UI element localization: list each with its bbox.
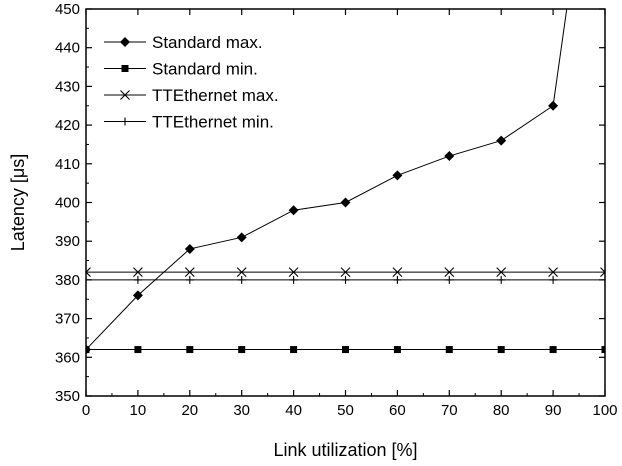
x-tick-label: 70 — [441, 402, 458, 419]
x-tick-label: 90 — [545, 402, 562, 419]
y-tick-label: 360 — [55, 349, 80, 366]
legend-marker — [121, 117, 129, 126]
x-tick-label: 0 — [82, 402, 90, 419]
data-point — [288, 205, 299, 216]
data-point — [340, 267, 351, 278]
legend-marker — [120, 90, 130, 100]
data-point — [184, 267, 195, 278]
data-point — [86, 267, 91, 278]
data-point — [288, 267, 299, 278]
legend-marker — [121, 65, 129, 72]
ticks-layer: 0 10 20 30 40 50 60 70 80 90 100 350 360 370 380 390 400… — [55, 1, 618, 419]
data-point — [237, 275, 246, 284]
data-point — [392, 170, 403, 181]
data-point — [496, 135, 507, 146]
x-tick-label: 40 — [285, 402, 302, 419]
data-point — [340, 197, 351, 208]
x-tick-label: 20 — [181, 402, 198, 419]
x-tick-label: 100 — [592, 402, 617, 419]
y-tick-label: 420 — [55, 117, 80, 134]
data-point — [444, 267, 455, 278]
data-point — [186, 346, 194, 354]
data-point — [600, 267, 605, 278]
x-tick-label: 80 — [493, 402, 510, 419]
y-tick-label: 440 — [55, 40, 80, 57]
data-point — [445, 275, 454, 284]
data-point — [133, 267, 143, 278]
data-point — [86, 346, 90, 354]
data-point — [392, 267, 403, 278]
data-point — [549, 346, 557, 354]
series-0 — [86, 9, 568, 355]
y-tick-label: 400 — [55, 195, 80, 212]
data-point — [341, 275, 350, 284]
data-point — [290, 346, 298, 354]
series-3 — [86, 275, 605, 284]
data-point — [393, 346, 401, 354]
data-point — [132, 290, 143, 301]
y-axis-title: Latency [μs] — [8, 154, 28, 251]
y-tick-label: 390 — [55, 233, 80, 250]
y-tick-label: 350 — [55, 388, 80, 405]
legend: Standard max. Standard min. TTEthernet max… — [104, 33, 279, 132]
data-point — [185, 275, 194, 284]
x-tick-label: 60 — [389, 402, 406, 419]
legend-label: TTEthernet min. — [152, 113, 274, 132]
legend-entry: TTEthernet min. — [104, 113, 274, 132]
legend-entry: Standard max. — [104, 33, 263, 52]
data-point — [184, 243, 195, 254]
data-point — [601, 346, 605, 354]
y-tick-label: 410 — [55, 156, 80, 173]
y-tick-label: 430 — [55, 78, 80, 95]
series-1 — [86, 346, 605, 354]
data-point — [342, 346, 349, 354]
data-point — [236, 232, 247, 243]
y-tick-label: 450 — [55, 1, 80, 18]
legend-label: Standard min. — [152, 60, 258, 79]
x-tick-label: 10 — [130, 402, 147, 419]
data-point — [444, 151, 455, 162]
x-tick-label: 50 — [337, 402, 354, 419]
legend-label: Standard max. — [152, 33, 263, 52]
data-point — [393, 275, 402, 284]
data-point — [497, 346, 505, 354]
x-tick-label: 30 — [233, 402, 250, 419]
data-point — [445, 346, 453, 354]
series-line — [86, 9, 568, 350]
series-layer — [86, 9, 605, 355]
series-2 — [86, 267, 605, 278]
data-point — [236, 267, 247, 278]
data-point — [497, 275, 506, 284]
legend-entry: TTEthernet max. — [104, 86, 279, 105]
legend-entry: Standard min. — [104, 60, 258, 79]
y-tick-label: 370 — [55, 311, 80, 328]
legend-marker — [120, 37, 130, 47]
data-point — [548, 100, 559, 111]
data-point — [289, 275, 298, 284]
data-point — [133, 275, 142, 284]
x-axis-title: Link utilization [%] — [273, 440, 417, 460]
data-point — [238, 346, 246, 354]
legend-label: TTEthernet max. — [152, 86, 279, 105]
data-point — [549, 275, 558, 284]
data-point — [134, 346, 142, 354]
data-point — [496, 267, 507, 278]
data-point — [548, 267, 558, 278]
y-tick-label: 380 — [55, 272, 80, 289]
